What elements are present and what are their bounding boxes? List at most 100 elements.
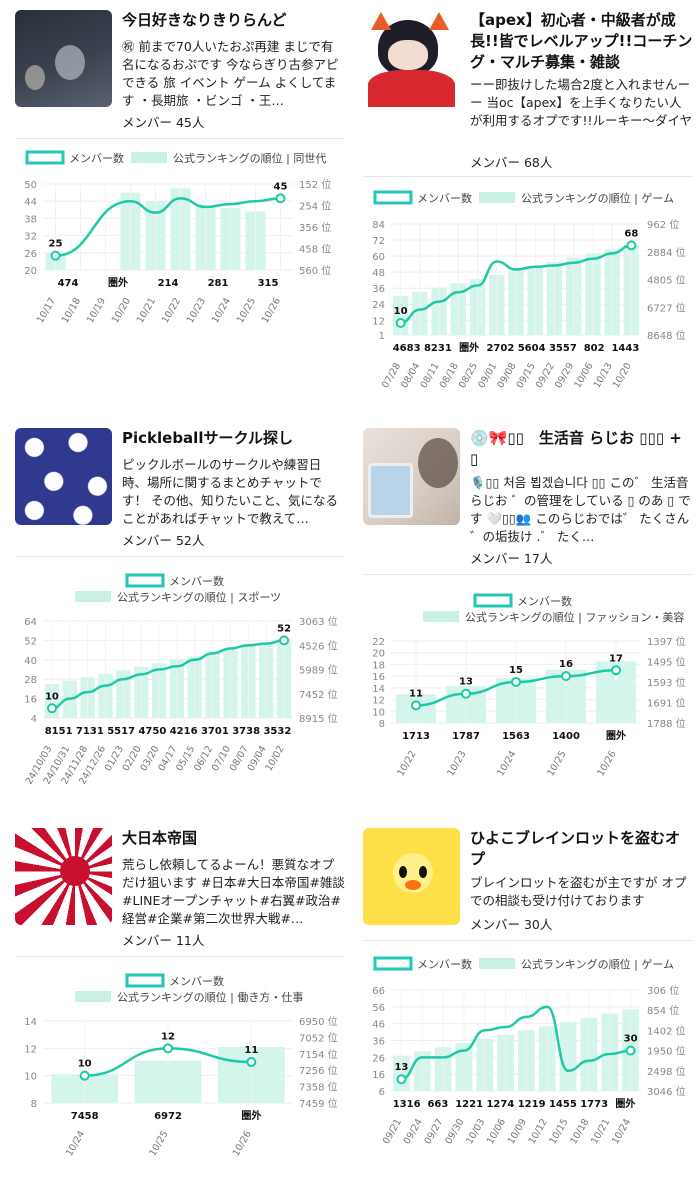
legend-member-label: メンバー数 [417, 192, 472, 205]
thumbnail-image[interactable] [363, 10, 460, 107]
y-tick-label: 18 [372, 660, 385, 671]
chat-title[interactable]: 💿🎀▯▯ 生活音 らじお ▯▯▯ + ▯ [470, 429, 682, 468]
chat-title[interactable]: ひよこブレインロットを盗むオプ [470, 829, 681, 868]
y-tick-label: 24 [372, 300, 385, 311]
member-count: メンバー 68人 [470, 155, 553, 170]
rank-label: 圏外 [615, 1097, 635, 1110]
rank-label: 7131 [76, 726, 104, 737]
data-label: 10 [78, 1059, 92, 1070]
member-count: メンバー 52人 [122, 533, 205, 548]
legend-member-swatch [373, 956, 413, 971]
y-right-tick-label: 4805 位 [647, 274, 686, 287]
member-count: メンバー 45人 [122, 115, 205, 130]
member-chart: メンバー数 公式ランキングの順位 | ゲーム 84 72 60 48 36 24 12 1 962 … [372, 190, 686, 390]
rank-label: 8151 [45, 726, 73, 737]
divider [15, 138, 345, 139]
thumbnail-image[interactable] [363, 828, 460, 925]
data-point [79, 1070, 90, 1081]
x-tick-label: 10/20 [110, 296, 133, 325]
openchat-card[interactable]: 💿🎀▯▯ 生活音 らじお ▯▯▯ + ▯ 🎙️▯▯ 처음 뵙겠습니다 ▯▯ この… [363, 428, 693, 778]
chat-title[interactable]: 今日好きなりきりらんど [122, 11, 287, 29]
chat-title[interactable]: Pickleballサークル探し [122, 429, 294, 447]
x-tick-label: 10/21 [589, 1117, 612, 1146]
y-tick-label: 26 [372, 1053, 385, 1064]
data-point [511, 677, 521, 687]
y-tick-label: 84 [372, 220, 385, 231]
y-right-tick-label: 962 位 [647, 218, 679, 231]
y-right-tick-label: 3063 位 [299, 615, 338, 628]
y-tick-label: 52 [24, 636, 37, 647]
y-tick-label: 36 [372, 1037, 385, 1048]
openchat-card[interactable]: 今日好きなりきりらんど ㊗ 前まで70人いたおぷ再建 まじで有名になるおぷです … [15, 10, 345, 325]
legend-rank-swatch [131, 152, 167, 163]
data-label: 13 [459, 677, 473, 688]
x-tick-label: 09/21 [381, 1117, 404, 1146]
rank-label: 5517 [107, 726, 135, 737]
y-tick-label: 20 [24, 266, 37, 277]
x-tick-label: 10/20 [611, 361, 634, 390]
member-chart: メンバー数 公式ランキングの順位 | 同世代 50 44 38 32 26 20 152 位 25… [24, 150, 331, 325]
y-tick-label: 14 [372, 684, 385, 695]
y-right-tick-label: 6950 位 [299, 1015, 338, 1028]
member-count: メンバー 11人 [122, 933, 205, 948]
rank-label: 3557 [549, 343, 577, 354]
legend-rank-swatch [479, 192, 515, 203]
x-tick-label: 10/24 [495, 749, 518, 778]
y-tick-label: 50 [24, 180, 37, 191]
rank-label: 1219 [518, 1099, 546, 1110]
legend-rank-swatch [75, 991, 111, 1002]
thumbnail-image[interactable] [15, 10, 112, 107]
y-tick-label: 48 [372, 268, 385, 279]
y-tick-label: 4 [31, 714, 37, 725]
openchat-card[interactable]: Pickleballサークル探し ピックルボールのサークルや練習日時、場所に関す… [15, 428, 345, 786]
openchat-card[interactable]: 【apex】初心者・中級者が成長!!皆でレベルアップ!!コーチング・マルチ募集・… [363, 10, 693, 390]
x-tick-label: 10/18 [568, 1117, 591, 1146]
y-tick-label: 66 [372, 986, 385, 997]
data-point [611, 665, 621, 676]
y-tick-label: 8 [31, 1099, 37, 1110]
chat-title[interactable]: 大日本帝国 [122, 829, 198, 847]
y-tick-label: 22 [372, 637, 385, 648]
y-right-tick-label: 6727 位 [647, 301, 686, 314]
openchat-card[interactable]: 大日本帝国 荒らし依頼してるよーん！悪質なオプだけ狙います #日本#大日本帝国#… [15, 828, 345, 1158]
y-tick-label: 12 [372, 316, 385, 327]
legend-member-swatch [125, 973, 165, 988]
y-tick-label: 1 [379, 331, 385, 342]
thumbnail-image[interactable] [15, 828, 112, 925]
divider [15, 556, 345, 557]
chat-title[interactable]: 【apex】初心者・中級者が成長!!皆でレベルアップ!!コーチング・マルチ募集・… [470, 11, 693, 71]
x-tick-label: 10/18 [60, 296, 83, 325]
y-tick-label: 72 [372, 236, 385, 247]
x-tick-label: 10/24 [610, 1117, 633, 1146]
thumbnail-image[interactable] [15, 428, 112, 525]
legend-member-swatch [25, 150, 65, 165]
rank-label: 1221 [455, 1099, 483, 1110]
legend-rank-label: 公式ランキングの順位 | 働き方・仕事 [117, 990, 303, 1004]
rank-label: 4683 [393, 343, 421, 354]
y-right-tick-label: 7358 位 [299, 1081, 338, 1094]
thumbnail-image[interactable] [363, 428, 460, 525]
y-right-tick-label: 306 位 [647, 984, 679, 997]
data-point [279, 635, 290, 646]
x-tick-label: 10/23 [185, 296, 208, 325]
chat-description: ㊗ 前まで70人いたおぷ再建 まじで有名になるおぷです 今ならぎり古参アピできる… [122, 39, 339, 108]
x-tick-label: 10/23 [445, 749, 468, 778]
x-tick-label: 10/22 [160, 296, 183, 325]
y-right-tick-label: 1402 位 [647, 1024, 686, 1037]
y-right-tick-label: 8648 位 [647, 329, 686, 342]
openchat-card[interactable]: ひよこブレインロットを盗むオプ ブレインロットを盗むが主ですが オプでの相談も受… [363, 828, 693, 1146]
x-tick-label: 10/06 [485, 1117, 508, 1146]
data-label: 68 [624, 228, 638, 239]
y-tick-label: 32 [24, 232, 37, 243]
data-label: 12 [161, 1031, 175, 1042]
y-tick-label: 16 [372, 1070, 385, 1081]
y-right-tick-label: 854 位 [647, 1004, 679, 1017]
member-line [51, 639, 285, 710]
rank-label: 214 [158, 278, 179, 289]
rank-label: 1563 [502, 731, 530, 742]
y-tick-label: 12 [372, 696, 385, 707]
rank-label: 1713 [402, 731, 430, 742]
rank-label: 802 [584, 343, 605, 354]
